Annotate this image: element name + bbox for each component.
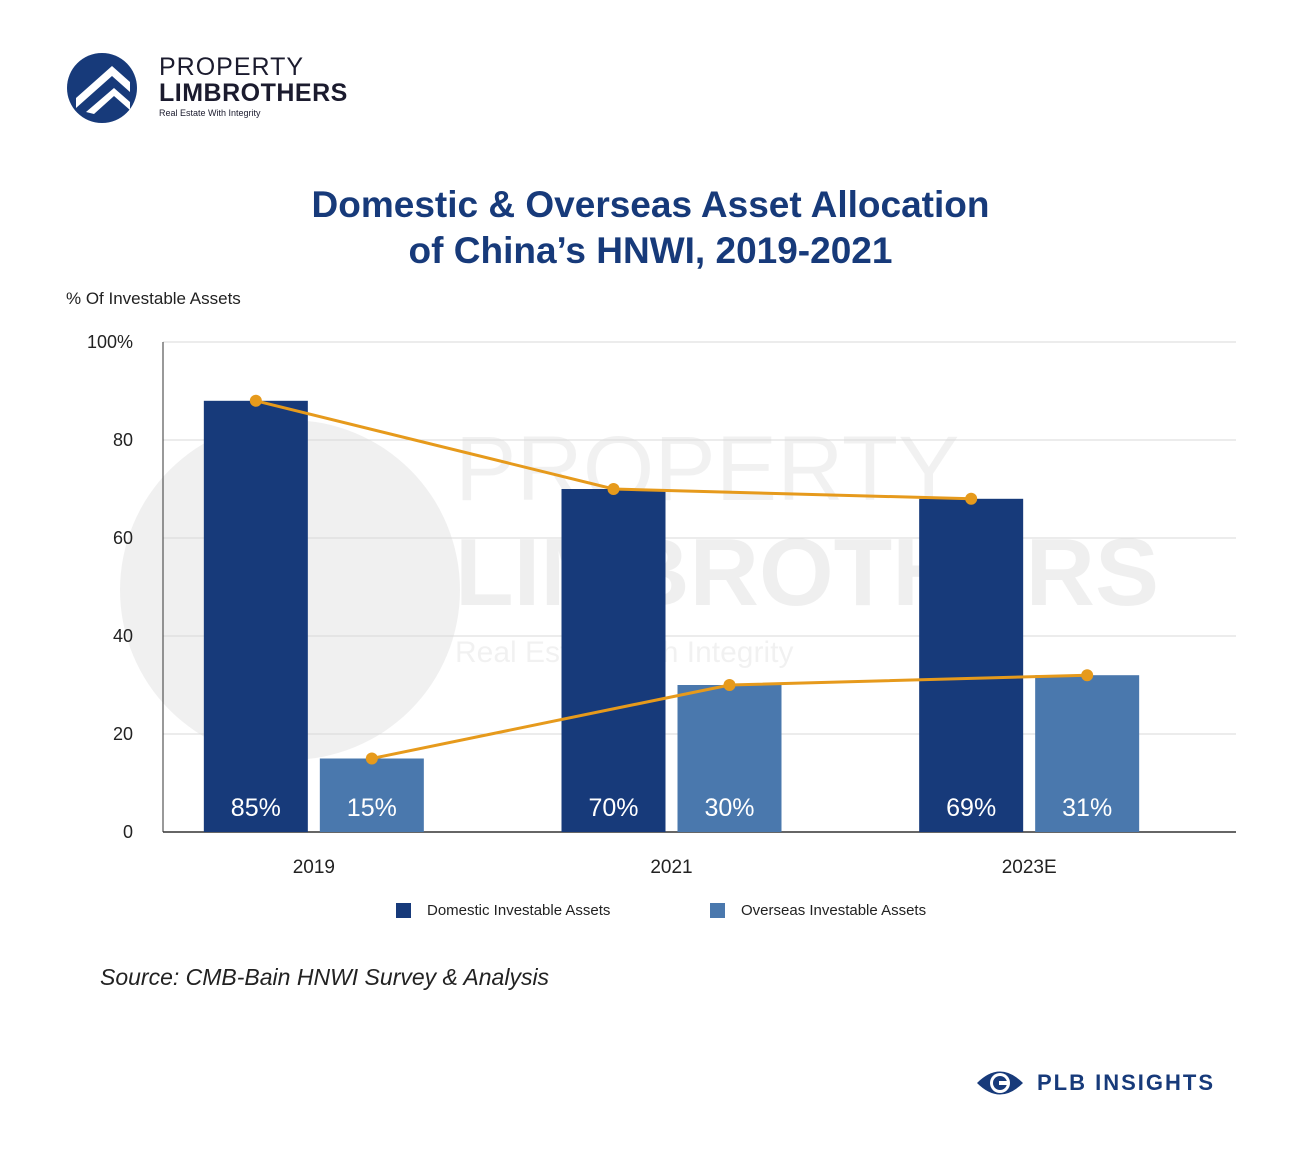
y-tick-label: 0 xyxy=(123,822,133,842)
y-tick-label: 80 xyxy=(113,430,133,450)
bar-domestic xyxy=(561,489,666,832)
bar-data-label: 85% xyxy=(231,794,281,822)
y-tick-label: 40 xyxy=(113,626,133,646)
chart-title: Domestic & Overseas Asset Allocation of … xyxy=(0,182,1301,274)
x-tick-label: 2019 xyxy=(293,857,335,878)
y-tick-label: 20 xyxy=(113,724,133,744)
bar-overseas xyxy=(677,685,782,832)
y-tick-label: 60 xyxy=(113,528,133,548)
watermark-text-top: PROPERTY xyxy=(455,418,959,520)
house-roof-circle-icon xyxy=(67,53,137,123)
bar-domestic xyxy=(203,400,308,832)
trend-point xyxy=(249,394,262,407)
chart-title-line1: Domestic & Overseas Asset Allocation xyxy=(311,184,990,225)
y-tick-label: 100% xyxy=(87,332,133,352)
bar-overseas xyxy=(1035,675,1140,832)
eye-icon xyxy=(977,1071,1023,1095)
bar-data-label: 15% xyxy=(347,794,397,822)
bar-overseas xyxy=(319,758,424,832)
trend-point xyxy=(723,679,736,691)
x-tick-label: 2021 xyxy=(650,857,692,878)
watermark-text: LIMBROTHERS xyxy=(455,519,1159,626)
legend-label-domestic: Domestic Investable Assets xyxy=(427,902,611,919)
bar-data-label: 69% xyxy=(946,794,996,822)
trend-point xyxy=(1081,669,1094,682)
bar-data-label: 30% xyxy=(704,794,754,822)
footer-brand: PLB INSIGHTS xyxy=(975,1066,1215,1100)
brand-line1: PROPERTY xyxy=(159,53,305,81)
bar-domestic xyxy=(919,498,1024,832)
y-axis-label: % Of Investable Assets xyxy=(66,289,241,308)
legend-swatch-overseas xyxy=(710,903,725,918)
bar-data-label: 31% xyxy=(1062,794,1112,822)
x-tick-label: 2023E xyxy=(1002,857,1057,878)
brand-logo: PROPERTY LIMBROTHERS Real Estate With In… xyxy=(66,52,386,124)
footer-brand-text: PLB INSIGHTS xyxy=(1037,1070,1216,1095)
trend-point xyxy=(365,752,378,765)
source-note: Source: CMB-Bain HNWI Survey & Analysis xyxy=(100,964,550,990)
legend-item-domestic: Domestic Investable Assets xyxy=(396,902,610,919)
trend-point xyxy=(607,483,620,495)
brand-line2: LIMBROTHERS xyxy=(159,79,348,107)
brand-tagline: Real Estate With Integrity xyxy=(159,108,261,118)
legend-swatch-domestic xyxy=(396,903,411,918)
legend-item-overseas: Overseas Investable Assets xyxy=(710,902,926,919)
chart-title-line2: of China’s HNWI, 2019-2021 xyxy=(408,230,893,271)
bar-data-label: 70% xyxy=(588,794,638,822)
legend-label-overseas: Overseas Investable Assets xyxy=(741,902,927,919)
trend-point xyxy=(965,492,978,505)
